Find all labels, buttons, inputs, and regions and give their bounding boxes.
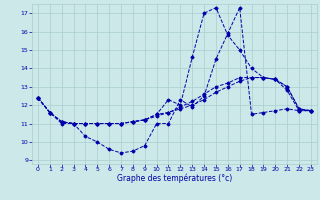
X-axis label: Graphe des températures (°c): Graphe des températures (°c): [117, 174, 232, 183]
